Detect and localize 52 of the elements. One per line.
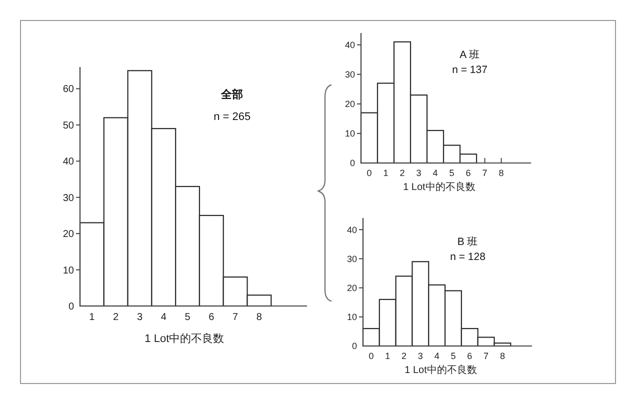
y-tick-label: 20 [62,229,74,240]
y-tick-label: 50 [62,120,74,132]
x-tick-label: 3 [416,168,422,178]
y-tick-label: 40 [62,156,74,168]
x-tick-label: 3 [418,351,423,361]
y-tick-label: 0 [350,158,355,168]
x-tick-label: 6 [466,168,471,178]
text: B 班 [457,235,478,248]
x-tick-label: 0 [368,351,374,361]
x-tick-label: 8 [256,312,262,323]
x-tick-label: 7 [232,312,239,323]
x-tick-label: 5 [449,168,454,178]
x-tick-label: 7 [484,351,489,361]
x-tick-label: 6 [467,351,472,361]
y-tick-label: 20 [344,99,355,110]
y-tick-label: 10 [346,312,357,322]
x-tick-label: 6 [208,312,215,323]
x-tick-label: 4 [434,351,440,361]
text: A 班 [460,48,480,61]
text: 全部 [220,88,244,101]
y-tick-label: 20 [346,282,357,293]
x-tick-label: 2 [113,312,120,323]
text: n = 137 [452,64,488,76]
y-tick-label: 40 [344,40,355,50]
text: n = 265 [214,111,251,123]
y-tick-label: 30 [62,192,74,204]
x-tick-label: 1 [383,168,388,178]
x-tick-label: 8 [498,168,504,178]
x-tick-label: 4 [432,168,438,178]
x-tick-label: 2 [402,351,407,361]
x-tick-label: 3 [136,312,143,323]
x-axis-title: 1 Lot中的不良数 [403,181,476,193]
x-axis-title: 1 Lot中的不良数 [144,332,224,345]
x-axis-title: 1 Lot中的不良数 [404,364,477,376]
y-tick-label: 10 [62,265,74,276]
x-tick-label: 5 [450,351,456,361]
y-tick-label: 30 [344,70,355,80]
text: n = 128 [450,251,486,263]
x-tick-label: 4 [160,312,167,323]
x-tick-label: 0 [366,168,372,178]
y-tick-label: 30 [346,254,357,264]
x-tick-label: 2 [400,168,405,178]
y-tick-label: 10 [344,128,355,139]
x-tick-label: 7 [482,168,488,178]
y-tick-label: 60 [62,84,74,96]
y-tick-label: 0 [352,341,357,352]
x-tick-label: 8 [500,351,505,361]
y-tick-label: 0 [68,302,74,312]
x-tick-label: 1 [89,312,96,323]
y-tick-label: 40 [346,224,357,235]
x-tick-label: 1 [385,351,390,361]
x-tick-label: 5 [184,312,191,323]
